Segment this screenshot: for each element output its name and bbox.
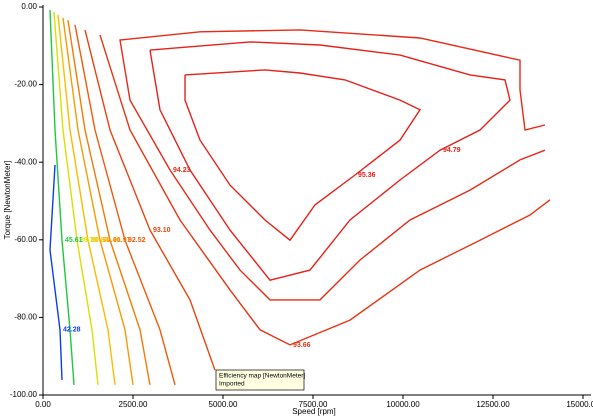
contour-label: 94.23 (173, 167, 191, 174)
contour-label: 45.61 (65, 237, 83, 244)
y-tick-label: -20.00 (14, 80, 37, 89)
x-tick-label: 2500.00 (119, 400, 148, 409)
x-tick-label: 10000.00 (386, 400, 420, 409)
x-tick-label: 7500.00 (299, 400, 328, 409)
contour-label: 90.84 (91, 237, 109, 244)
contour-label: 91.97 (113, 237, 131, 244)
plot-area: 95.36 94.79 94.23 93.66 93.10 92.5291.9791.40… (49, 10, 551, 386)
tooltip (215, 369, 305, 391)
y-tick-label: -100.00 (10, 390, 38, 399)
contour-label: 93.10 (153, 227, 171, 234)
contour-label: 94.79 (443, 147, 461, 154)
contour-label: 89.70 (80, 237, 98, 244)
contour-line (84, 29, 216, 371)
contour-line (49, 10, 75, 385)
contour-line (57, 15, 116, 385)
contour-line (62, 17, 134, 386)
tooltip-line: Efficiency map [NewtonMeter] (219, 373, 305, 380)
contour-label: 95.36 (358, 172, 376, 179)
y-tick-label: 0.00 (21, 2, 37, 11)
contour-line (49, 164, 63, 380)
y-tick-label: -60.00 (14, 235, 37, 244)
y-axis-title: Torque [NewtonMeter] (3, 161, 12, 240)
contour-line (119, 29, 546, 301)
tooltip-line: Imported (219, 381, 245, 388)
contour-line (184, 69, 422, 242)
contour-line (67, 20, 151, 386)
y-tick-label: -80.00 (14, 313, 37, 322)
contour-line (149, 41, 511, 281)
y-tick-label: -40.00 (14, 157, 37, 166)
x-tick-label: 5000.00 (209, 400, 238, 409)
contour-line (74, 24, 176, 386)
contour-line (53, 11, 99, 385)
x-axis-title: Speed [rpm] (292, 407, 336, 416)
contour-label: 42.28 (63, 327, 81, 334)
contour-label: 92.52 (128, 237, 146, 244)
contour-line (99, 34, 551, 346)
x-tick-label: 0.00 (35, 400, 51, 409)
x-tick-label: 12500.00 (476, 400, 510, 409)
contour-label: 93.66 (293, 342, 311, 349)
x-tick-label: 15000.00 (566, 400, 593, 409)
contour-label: 91.40 (103, 237, 121, 244)
